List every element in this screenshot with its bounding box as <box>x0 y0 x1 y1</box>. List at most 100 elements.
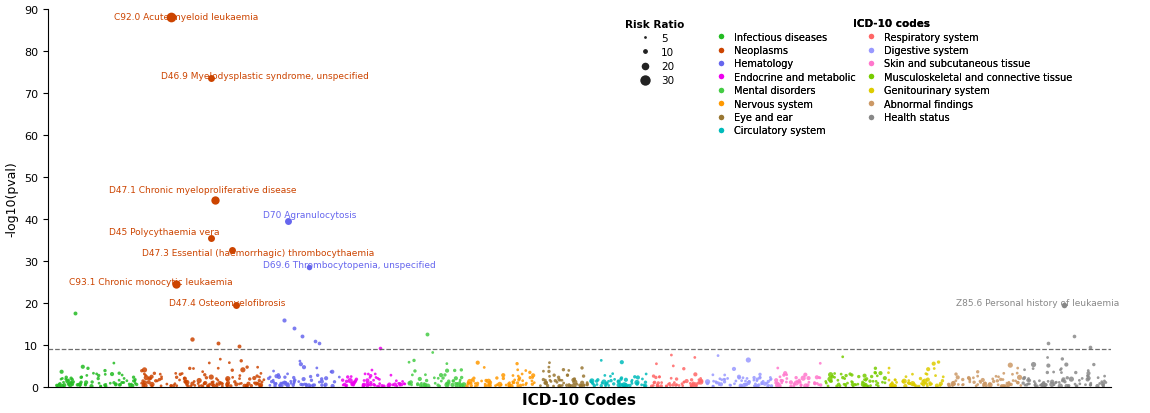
Point <box>1025 361 1043 368</box>
Point <box>148 377 167 384</box>
Point <box>266 381 284 387</box>
Point <box>788 378 806 385</box>
Point <box>1081 382 1099 389</box>
Point <box>308 365 327 371</box>
Point <box>183 380 201 387</box>
Point <box>214 380 232 387</box>
Point <box>822 378 841 385</box>
Point <box>76 381 94 388</box>
Point <box>77 379 95 386</box>
Point <box>368 383 386 389</box>
Point <box>667 376 685 382</box>
Point <box>196 372 214 378</box>
Point <box>382 372 400 379</box>
Point <box>334 377 352 384</box>
Point <box>452 374 470 381</box>
Point <box>887 377 905 383</box>
Point <box>346 379 365 385</box>
Point <box>629 374 647 381</box>
Point <box>706 379 724 385</box>
Point <box>146 377 164 384</box>
Point <box>361 373 380 379</box>
Point <box>325 379 344 385</box>
Point <box>558 372 576 379</box>
Point <box>453 382 472 388</box>
Point <box>297 382 315 389</box>
Point <box>981 382 999 388</box>
Point <box>976 382 995 389</box>
Point <box>1081 344 1099 350</box>
Point <box>178 379 197 386</box>
Point <box>473 378 491 385</box>
Point <box>834 375 852 381</box>
Point <box>404 372 422 378</box>
Point <box>628 379 646 386</box>
Point <box>345 380 363 387</box>
Point <box>121 382 139 389</box>
Point <box>504 372 522 379</box>
Point <box>218 382 237 389</box>
Point <box>925 366 943 372</box>
Point <box>204 379 222 385</box>
Point <box>772 377 790 384</box>
Point <box>588 381 606 388</box>
Point <box>1030 377 1049 384</box>
Text: Z85.6 Personal history of leukaemia: Z85.6 Personal history of leukaemia <box>957 299 1119 308</box>
Point <box>943 382 961 389</box>
Point <box>162 14 181 21</box>
Point <box>143 373 161 380</box>
Point <box>1024 366 1042 372</box>
Point <box>730 375 749 381</box>
Point <box>393 378 412 385</box>
Point <box>126 380 145 387</box>
Point <box>875 375 894 382</box>
Point <box>494 375 513 382</box>
Point <box>1079 373 1097 379</box>
Point <box>199 382 217 389</box>
Point <box>675 366 693 372</box>
Point <box>254 377 273 383</box>
Point <box>366 382 384 389</box>
Point <box>47 382 66 389</box>
Point <box>190 377 208 384</box>
Point <box>261 382 279 389</box>
Point <box>1053 377 1072 384</box>
Point <box>218 375 237 382</box>
Point <box>675 379 693 386</box>
Point <box>365 381 383 388</box>
Point <box>513 371 531 377</box>
Point <box>628 380 646 387</box>
Point <box>202 374 221 380</box>
Point <box>168 374 186 381</box>
Point <box>177 379 196 385</box>
Point <box>664 382 682 388</box>
Point <box>204 381 222 387</box>
Point <box>715 376 734 383</box>
Point <box>856 373 874 379</box>
Point <box>687 381 705 388</box>
Point <box>731 382 750 389</box>
Point <box>1038 378 1057 385</box>
Point <box>544 383 562 389</box>
Point <box>669 382 688 389</box>
Point <box>499 380 518 387</box>
Point <box>1097 379 1116 386</box>
Point <box>838 380 857 387</box>
Point <box>1019 377 1037 384</box>
Point <box>761 374 780 381</box>
Point <box>290 378 308 385</box>
Point <box>408 382 427 388</box>
Point <box>462 382 481 389</box>
Point <box>715 376 734 383</box>
Point <box>468 382 486 389</box>
Point <box>264 379 283 386</box>
Point <box>537 379 555 386</box>
Point <box>500 383 519 389</box>
Point <box>105 360 123 366</box>
Point <box>976 380 995 387</box>
Point <box>791 379 810 386</box>
Point <box>209 365 228 372</box>
Point <box>553 382 572 389</box>
Point <box>55 382 74 389</box>
Point <box>284 374 302 381</box>
